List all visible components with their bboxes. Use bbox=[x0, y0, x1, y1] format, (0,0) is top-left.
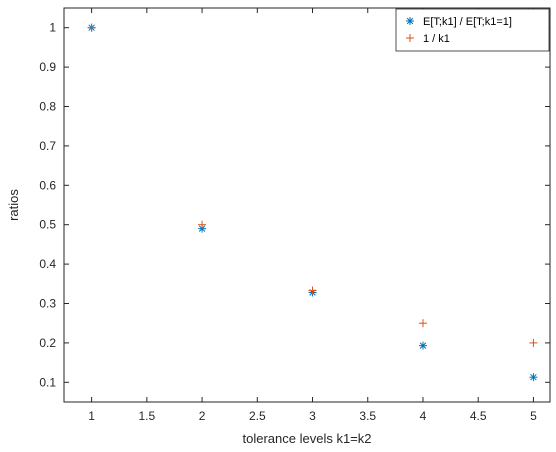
legend-marker-asterisk bbox=[406, 17, 414, 25]
legend-label-series-1: E[T;k1] / E[T;k1=1] bbox=[423, 16, 512, 28]
y-axis-label: ratios bbox=[6, 189, 21, 221]
data-point-series-2 bbox=[198, 220, 207, 229]
x-tick-label: 3.5 bbox=[359, 409, 376, 423]
data-points bbox=[87, 23, 538, 382]
x-tick-label: 4 bbox=[420, 409, 427, 423]
data-point-series-2 bbox=[87, 23, 96, 32]
data-point-series-1 bbox=[529, 373, 538, 382]
legend-box bbox=[395, 8, 550, 52]
data-point-series-1 bbox=[418, 341, 427, 350]
y-tick-label: 0.5 bbox=[39, 218, 56, 232]
data-point-series-2 bbox=[308, 286, 317, 295]
x-tick-label: 1.5 bbox=[138, 409, 155, 423]
legend-marker-series-1 bbox=[406, 17, 414, 25]
y-tick-label: 0.4 bbox=[39, 257, 56, 271]
x-tick-label: 2 bbox=[199, 409, 206, 423]
x-tick-label: 5 bbox=[530, 409, 537, 423]
y-tick-label: 0.8 bbox=[39, 100, 56, 114]
x-tick-label: 1 bbox=[88, 409, 95, 423]
x-axis-label: tolerance levels k1=k2 bbox=[243, 431, 372, 446]
y-tick-label: 0.7 bbox=[39, 139, 56, 153]
x-tick-label: 3 bbox=[309, 409, 316, 423]
legend-marker-plus bbox=[406, 34, 414, 42]
data-point-series-2 bbox=[529, 338, 538, 347]
x-tick-label: 4.5 bbox=[470, 409, 487, 423]
x-tick-label: 2.5 bbox=[249, 409, 266, 423]
y-tick-label: 0.3 bbox=[39, 297, 56, 311]
legend-label-series-2: 1 / k1 bbox=[423, 33, 450, 45]
y-tick-label: 0.9 bbox=[39, 60, 56, 74]
axis-ticks: 1 1.5 2 2.5 3 3.5 4 4.5 5 0.1 0.2 0.3 0.4 0.5 0.6 0.7 0.… bbox=[39, 8, 550, 423]
y-tick-label: 0.1 bbox=[39, 375, 56, 389]
y-tick-label: 1 bbox=[49, 21, 56, 35]
plot-area bbox=[63, 7, 551, 403]
data-point-series-2 bbox=[418, 319, 427, 328]
y-tick-label: 0.6 bbox=[39, 178, 56, 192]
legend-marker-series-2 bbox=[406, 34, 414, 42]
y-tick-label: 0.2 bbox=[39, 336, 56, 350]
legend: E[T;k1] / E[T;k1=1] 1 / k1 bbox=[395, 8, 550, 52]
